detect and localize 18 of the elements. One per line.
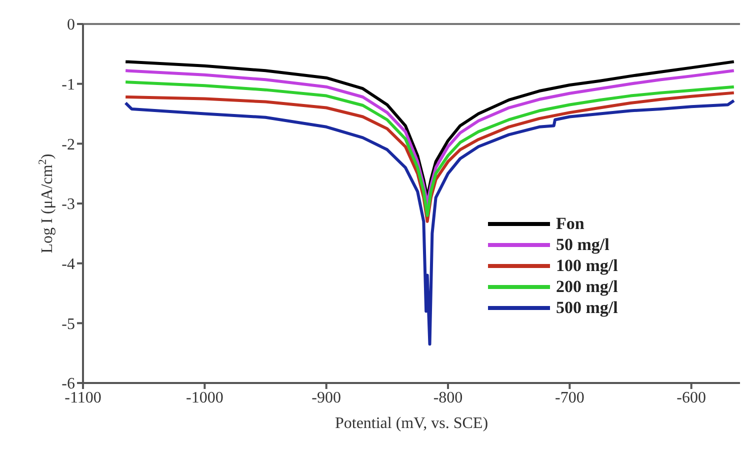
x-tick-label: -600 bbox=[676, 389, 706, 406]
y-tick-label: -4 bbox=[62, 256, 75, 274]
y-tick-label: -5 bbox=[62, 316, 75, 333]
legend-label: 200 mg/l bbox=[556, 276, 618, 297]
x-tick-label: -700 bbox=[555, 389, 584, 406]
x-axis-title: Potential (mV, vs. SCE) bbox=[334, 415, 488, 432]
legend-label: 50 mg/l bbox=[556, 234, 610, 255]
x-tick-label: -900 bbox=[312, 389, 341, 406]
y-tick-label: -3 bbox=[62, 196, 75, 214]
x-tick-label: -800 bbox=[433, 389, 463, 406]
x-tick-label: -1000 bbox=[186, 389, 224, 406]
legend-label: 500 mg/l bbox=[556, 297, 618, 318]
legend-label: 100 mg/l bbox=[556, 255, 618, 276]
y-tick-label: -1 bbox=[62, 76, 75, 94]
line-series bbox=[124, 99, 736, 346]
legend-label: Fon bbox=[556, 213, 584, 234]
y-tick-label: -2 bbox=[62, 136, 75, 154]
y-tick-label: 0 bbox=[67, 16, 75, 34]
